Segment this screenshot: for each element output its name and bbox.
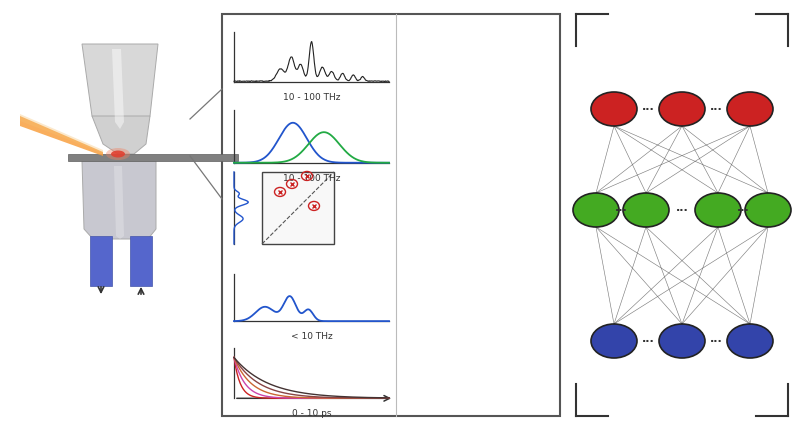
Ellipse shape [106,149,130,161]
Ellipse shape [659,93,705,127]
Ellipse shape [695,194,741,227]
Text: ···: ··· [676,206,688,216]
Ellipse shape [727,93,773,127]
Polygon shape [82,161,156,240]
Ellipse shape [659,324,705,358]
Bar [222,15,560,416]
Bar [90,237,112,286]
Ellipse shape [745,194,791,227]
Text: 10 - 100 THz: 10 - 100 THz [282,173,340,182]
Polygon shape [114,167,124,240]
Ellipse shape [591,324,637,358]
Polygon shape [92,117,150,155]
Text: ···: ··· [614,206,627,216]
Ellipse shape [111,151,125,158]
Bar [262,173,334,244]
Bar [130,237,152,286]
Text: 0 - 10 ps: 0 - 10 ps [292,408,331,418]
Text: ···: ··· [737,206,750,216]
Ellipse shape [591,93,637,127]
Ellipse shape [727,324,773,358]
Text: ···: ··· [710,336,722,346]
Bar [68,155,238,161]
Text: ···: ··· [642,105,654,115]
Polygon shape [112,50,124,130]
Polygon shape [82,45,158,135]
Ellipse shape [573,194,619,227]
Ellipse shape [623,194,669,227]
Text: ···: ··· [642,336,654,346]
Text: ···: ··· [710,105,722,115]
Text: 10 - 100 THz: 10 - 100 THz [282,93,340,102]
Polygon shape [20,117,103,157]
Text: < 10 THz: < 10 THz [290,332,332,340]
Polygon shape [20,115,103,154]
